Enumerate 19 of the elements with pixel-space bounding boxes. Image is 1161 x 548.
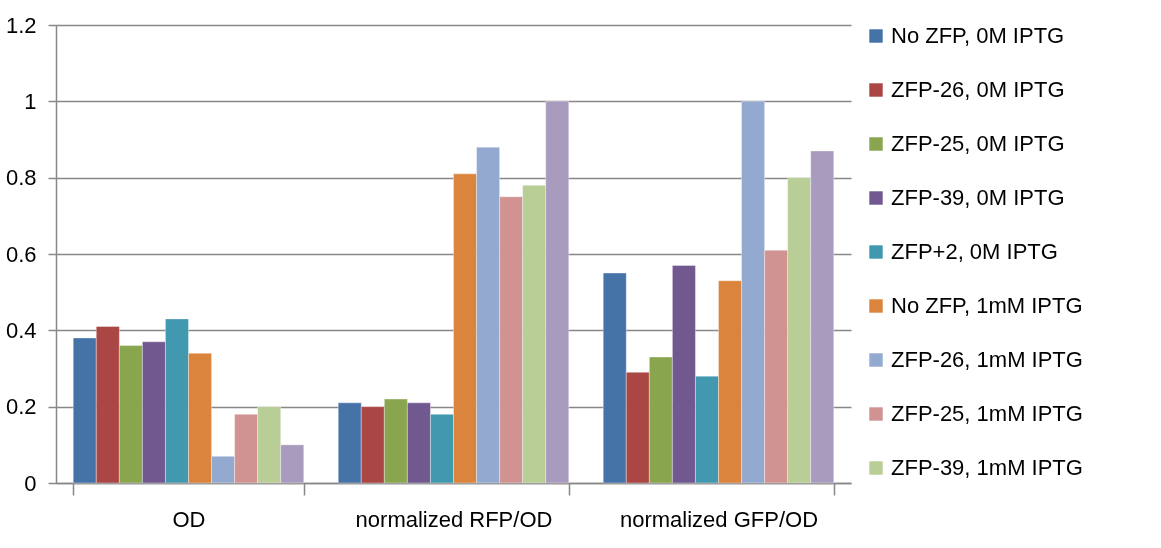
legend-label: ZFP-39, 0M IPTG [891,185,1065,210]
y-tick-label: 0.2 [5,394,37,420]
y-tick-label: 1.2 [5,12,37,38]
legend-label: ZFP-25, 1mM IPTG [891,401,1083,426]
x-tick-label: normalized RFP/OD [355,506,553,532]
legend-label: No ZFP, 1mM IPTG [891,293,1083,318]
y-tick-label: 0 [24,470,37,496]
legend-label: ZFP-39, 1mM IPTG [891,455,1083,480]
y-tick-label: 0.4 [5,317,37,343]
legend-label: ZFP+2, 0M IPTG [891,239,1058,264]
y-tick-label: 1 [24,88,37,114]
legend-label: ZFP-25, 0M IPTG [891,131,1065,156]
legend-label: ZFP-26, 0M IPTG [891,77,1065,102]
legend-label: ZFP-26, 1mM IPTG [891,347,1083,372]
y-tick-label: 0.6 [5,241,37,267]
y-tick-label: 0.8 [5,165,37,191]
x-tick-label: normalized GFP/OD [619,506,819,532]
x-tick-label: OD [172,506,206,532]
legend-label: No ZFP, 0M IPTG [891,23,1065,48]
